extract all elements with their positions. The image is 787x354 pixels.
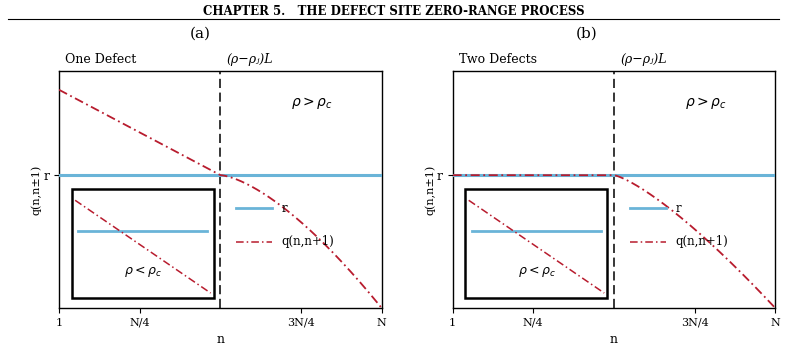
Bar [465,189,608,298]
Text: CHAPTER 5.   THE DEFECT SITE ZERO-RANGE PROCESS: CHAPTER 5. THE DEFECT SITE ZERO-RANGE PR… [203,5,584,18]
Bar [72,189,214,298]
Text: $\rho > \rho_c$: $\rho > \rho_c$ [685,95,726,110]
Text: Two Defects: Two Defects [459,53,537,66]
Text: q(n,n+1): q(n,n+1) [282,235,334,248]
Text: (b): (b) [575,27,597,41]
X-axis label: n: n [216,333,224,346]
Y-axis label: q(n,n±1): q(n,n±1) [425,164,435,215]
Text: $\rho < \rho_c$: $\rho < \rho_c$ [124,264,162,279]
Text: (ρ−ρⱼ)L: (ρ−ρⱼ)L [620,53,667,66]
Text: q(n,n+1): q(n,n+1) [675,235,728,248]
Text: $\rho > \rho_c$: $\rho > \rho_c$ [291,95,333,110]
Y-axis label: q(n,n±1): q(n,n±1) [31,164,42,215]
Text: (a): (a) [190,27,211,41]
X-axis label: n: n [610,333,618,346]
Text: r: r [282,202,287,215]
Text: (ρ−ρⱼ)L: (ρ−ρⱼ)L [227,53,273,66]
Text: One Defect: One Defect [65,53,137,66]
Text: r: r [675,202,681,215]
Text: $\rho < \rho_c$: $\rho < \rho_c$ [518,264,556,279]
